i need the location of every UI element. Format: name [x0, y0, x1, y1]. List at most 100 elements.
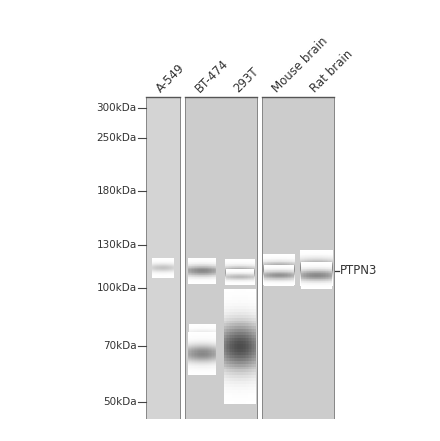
Bar — [212, 345, 213, 346]
Bar — [317, 284, 318, 285]
Bar — [199, 334, 201, 336]
Bar — [227, 292, 229, 295]
Bar — [224, 297, 226, 300]
Bar — [215, 349, 216, 351]
Bar — [195, 341, 197, 342]
Bar — [315, 266, 317, 267]
Bar — [315, 275, 317, 276]
Bar — [291, 266, 293, 267]
Bar — [212, 265, 213, 266]
Bar — [271, 265, 273, 266]
Bar — [265, 275, 267, 276]
Bar — [312, 274, 313, 275]
Bar — [293, 284, 295, 285]
Bar — [190, 327, 191, 328]
Bar — [264, 271, 265, 272]
Bar — [315, 274, 317, 275]
Bar — [271, 277, 273, 278]
Bar — [193, 329, 194, 330]
Bar — [171, 264, 172, 265]
Bar — [249, 282, 250, 283]
Bar — [190, 265, 191, 266]
Bar — [328, 263, 330, 264]
Bar — [247, 275, 249, 276]
Bar — [214, 331, 216, 332]
Bar — [188, 337, 190, 339]
Bar — [231, 335, 232, 338]
Bar — [164, 259, 165, 260]
Bar — [249, 300, 251, 303]
Bar — [234, 284, 235, 285]
Bar — [188, 269, 190, 270]
Bar — [165, 264, 166, 265]
Bar — [210, 335, 212, 336]
Bar — [317, 272, 318, 273]
Bar — [152, 268, 153, 269]
Bar — [275, 272, 276, 273]
Bar — [194, 338, 195, 339]
Bar — [237, 281, 238, 282]
Bar — [194, 353, 195, 354]
Bar — [249, 275, 250, 276]
Bar — [317, 278, 318, 279]
Bar — [198, 283, 199, 284]
Bar — [318, 265, 320, 266]
Bar — [204, 331, 205, 332]
Bar — [245, 378, 246, 381]
Bar — [267, 278, 268, 279]
Bar — [206, 342, 208, 343]
Bar — [197, 349, 198, 350]
Bar — [278, 273, 279, 274]
Bar — [253, 281, 255, 282]
Bar — [248, 295, 249, 297]
Bar — [212, 346, 213, 347]
Bar — [198, 356, 199, 357]
Bar — [265, 263, 267, 264]
Bar — [275, 281, 276, 282]
Bar — [204, 271, 205, 272]
Bar — [270, 269, 271, 270]
Bar — [304, 263, 306, 264]
Bar — [301, 252, 302, 253]
Bar — [281, 262, 282, 263]
Bar — [266, 275, 267, 276]
Bar — [210, 342, 212, 343]
Bar — [213, 342, 215, 343]
Bar — [249, 401, 251, 404]
Bar — [197, 273, 198, 274]
Bar — [278, 256, 279, 257]
Bar — [268, 260, 270, 261]
Bar — [237, 358, 238, 361]
Bar — [213, 343, 214, 344]
Bar — [197, 267, 198, 268]
Bar — [325, 266, 326, 267]
Bar — [290, 282, 292, 283]
Bar — [158, 264, 160, 265]
Bar — [208, 281, 209, 282]
Bar — [204, 263, 205, 264]
Bar — [194, 262, 195, 263]
Bar — [278, 282, 279, 283]
Bar — [292, 273, 293, 274]
Bar — [275, 273, 276, 274]
Bar — [171, 260, 172, 261]
Bar — [266, 274, 267, 275]
Bar — [212, 334, 213, 336]
Bar — [192, 366, 194, 367]
Bar — [318, 280, 320, 281]
Bar — [318, 276, 320, 277]
Bar — [312, 286, 314, 287]
Bar — [167, 264, 169, 265]
Bar — [310, 262, 312, 263]
Bar — [234, 295, 235, 297]
Bar — [208, 374, 209, 375]
Bar — [278, 269, 279, 270]
Bar — [248, 289, 249, 292]
Bar — [215, 367, 216, 369]
Bar — [293, 266, 295, 267]
Bar — [229, 384, 231, 387]
Bar — [197, 360, 198, 361]
Bar — [190, 336, 191, 337]
Bar — [199, 343, 201, 344]
Bar — [321, 287, 323, 288]
